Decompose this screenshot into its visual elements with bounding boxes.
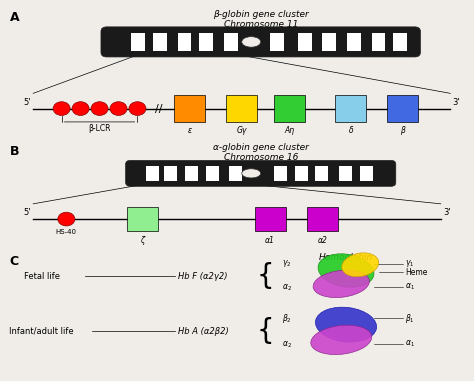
Text: $\alpha_1$: $\alpha_1$ <box>405 281 415 292</box>
Text: Gγ: Gγ <box>237 126 247 136</box>
FancyBboxPatch shape <box>199 33 213 51</box>
Text: Fetal life: Fetal life <box>24 272 60 281</box>
Ellipse shape <box>242 169 261 178</box>
Text: 5': 5' <box>23 98 31 107</box>
Text: B: B <box>9 145 19 158</box>
Text: $\alpha_2$: $\alpha_2$ <box>282 282 292 293</box>
FancyBboxPatch shape <box>126 160 396 186</box>
Text: Heme: Heme <box>405 268 428 277</box>
FancyBboxPatch shape <box>360 166 373 181</box>
Text: Aη: Aη <box>284 126 294 136</box>
Text: β-globin gene cluster
Chromosome 11: β-globin gene cluster Chromosome 11 <box>213 10 309 29</box>
FancyBboxPatch shape <box>153 33 167 51</box>
FancyBboxPatch shape <box>274 95 304 122</box>
Text: A: A <box>9 11 19 24</box>
Text: $\gamma_1$: $\gamma_1$ <box>405 258 415 269</box>
FancyBboxPatch shape <box>298 33 311 51</box>
FancyBboxPatch shape <box>185 166 198 181</box>
Circle shape <box>110 102 127 115</box>
FancyBboxPatch shape <box>372 33 385 51</box>
Text: α1: α1 <box>265 236 275 245</box>
Circle shape <box>91 102 108 115</box>
Text: Hemoglobin: Hemoglobin <box>319 253 373 263</box>
FancyBboxPatch shape <box>255 207 285 232</box>
FancyBboxPatch shape <box>322 33 336 51</box>
FancyBboxPatch shape <box>336 95 366 122</box>
FancyBboxPatch shape <box>101 27 420 57</box>
Text: δ: δ <box>348 126 353 136</box>
Text: HS-40: HS-40 <box>56 229 77 235</box>
Text: C: C <box>9 255 18 268</box>
FancyBboxPatch shape <box>174 95 205 122</box>
Text: β-LCR: β-LCR <box>88 124 111 133</box>
Text: 5': 5' <box>23 208 31 217</box>
Text: α2: α2 <box>318 236 327 245</box>
Text: //: // <box>155 104 163 114</box>
Ellipse shape <box>242 37 261 47</box>
Text: 3': 3' <box>453 98 460 107</box>
FancyBboxPatch shape <box>229 166 242 181</box>
Circle shape <box>53 102 70 115</box>
Text: ε: ε <box>188 126 191 136</box>
Text: {: { <box>256 317 274 346</box>
FancyBboxPatch shape <box>224 33 237 51</box>
Text: Hb A (α2β2): Hb A (α2β2) <box>178 327 228 336</box>
FancyBboxPatch shape <box>387 95 418 122</box>
FancyBboxPatch shape <box>270 33 284 51</box>
Ellipse shape <box>311 325 372 355</box>
Text: $\alpha_2$: $\alpha_2$ <box>282 339 292 350</box>
Text: α-globin gene cluster
Chromosome 16: α-globin gene cluster Chromosome 16 <box>213 143 309 162</box>
Text: $\gamma_2$: $\gamma_2$ <box>282 258 292 269</box>
Text: Hb F (α2γ2): Hb F (α2γ2) <box>178 272 227 281</box>
FancyBboxPatch shape <box>294 166 308 181</box>
Ellipse shape <box>313 270 369 298</box>
FancyBboxPatch shape <box>347 33 361 51</box>
FancyBboxPatch shape <box>393 33 407 51</box>
FancyBboxPatch shape <box>164 166 177 181</box>
Text: $\beta_2$: $\beta_2$ <box>282 312 292 325</box>
FancyBboxPatch shape <box>206 166 219 181</box>
Ellipse shape <box>318 254 374 287</box>
FancyBboxPatch shape <box>307 207 338 232</box>
FancyBboxPatch shape <box>274 166 287 181</box>
Text: β: β <box>401 126 405 136</box>
Ellipse shape <box>316 307 376 342</box>
Text: Infant/adult life: Infant/adult life <box>9 327 74 336</box>
FancyBboxPatch shape <box>227 95 257 122</box>
Ellipse shape <box>342 253 379 277</box>
FancyBboxPatch shape <box>178 33 191 51</box>
FancyBboxPatch shape <box>131 33 145 51</box>
FancyBboxPatch shape <box>127 207 157 232</box>
FancyBboxPatch shape <box>316 166 328 181</box>
Text: {: { <box>256 262 274 290</box>
Circle shape <box>72 102 89 115</box>
Text: $\alpha_1$: $\alpha_1$ <box>405 338 415 349</box>
Text: $\beta_1$: $\beta_1$ <box>405 312 415 325</box>
FancyBboxPatch shape <box>146 166 159 181</box>
Text: 3': 3' <box>443 208 451 217</box>
FancyBboxPatch shape <box>339 166 352 181</box>
Text: ζ: ζ <box>140 236 144 245</box>
Circle shape <box>129 102 146 115</box>
Circle shape <box>58 212 75 226</box>
